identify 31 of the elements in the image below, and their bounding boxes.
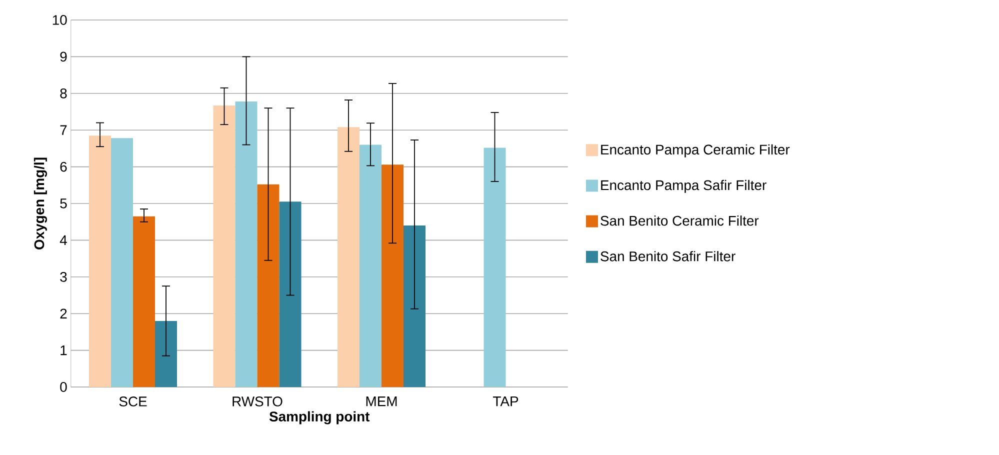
bar — [338, 127, 360, 387]
bar — [360, 144, 382, 387]
y-tick-label: 7 — [60, 125, 67, 135]
y-tick-label: 8 — [60, 88, 67, 98]
x-tick-label: RWSTO — [232, 396, 282, 406]
bar — [133, 216, 155, 387]
y-tick-label: 3 — [60, 272, 67, 282]
legend-label: San Benito Ceramic Filter — [600, 215, 759, 226]
y-tick-label: 0 — [60, 382, 67, 392]
x-tick-label: MEM — [366, 396, 397, 406]
bar — [89, 136, 111, 387]
bar — [111, 138, 133, 387]
y-tick-label: 5 — [60, 198, 67, 208]
bar — [484, 148, 506, 387]
x-tick-label: SCE — [119, 396, 147, 406]
bar — [257, 184, 280, 387]
bar — [235, 101, 258, 387]
y-tick-label: 4 — [60, 235, 67, 245]
y-tick-label: 2 — [60, 308, 67, 318]
legend-label: Encanto Pampa Ceramic Filter — [601, 144, 790, 158]
y-tick-label: 6 — [60, 162, 67, 172]
x-tick-label: TAP — [493, 396, 518, 406]
y-tick-label: 1 — [60, 346, 67, 356]
bar — [213, 106, 236, 387]
bar — [382, 164, 404, 387]
legend-label: Encanto Pampa Safir Filter — [601, 180, 766, 193]
y-tick-label: 10 — [52, 15, 67, 25]
legend-label: San Benito Safir Filter — [600, 251, 736, 262]
y-axis-title: Oxygen [mg/l] — [34, 158, 47, 250]
x-axis-title: Sampling point — [269, 411, 370, 424]
y-tick-label: 9 — [60, 52, 67, 62]
